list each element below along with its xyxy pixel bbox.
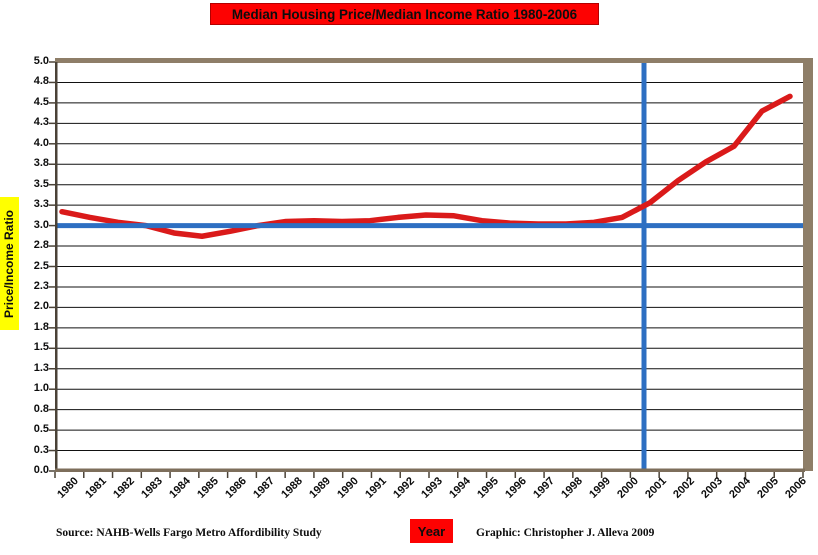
y-axis-title: Price/Income Ratio bbox=[0, 197, 19, 330]
chart-title-text: Median Housing Price/Median Income Ratio… bbox=[231, 6, 578, 22]
y-tick-label: 3.8 bbox=[33, 157, 49, 170]
y-tick-label: 4.0 bbox=[33, 136, 49, 149]
chart-plot-area bbox=[49, 58, 813, 478]
x-axis-title: Year bbox=[410, 519, 453, 543]
chart-title: Median Housing Price/Median Income Ratio… bbox=[210, 3, 599, 25]
y-tick-label: 2.3 bbox=[33, 279, 49, 292]
y-tick-label: 5.0 bbox=[33, 55, 49, 67]
y-tick-label: 4.3 bbox=[33, 116, 49, 129]
y-tick-label: 1.5 bbox=[33, 341, 49, 354]
y-tick-label: 0.8 bbox=[33, 402, 49, 415]
source-note: Source: NAHB-Wells Fargo Metro Affordibi… bbox=[56, 527, 322, 539]
y-tick-label: 3.0 bbox=[33, 218, 49, 231]
y-tick-label: 1.0 bbox=[33, 382, 49, 395]
y-tick-label: 3.3 bbox=[33, 198, 49, 211]
y-tick-label: 0.0 bbox=[33, 464, 49, 476]
plot-frame-right bbox=[803, 58, 813, 471]
x-axis-title-text: Year bbox=[417, 523, 446, 539]
x-axis-line bbox=[55, 468, 805, 472]
y-tick-label: 3.5 bbox=[33, 177, 49, 190]
plot-frame-top bbox=[55, 58, 813, 63]
data-line-price-income-ratio bbox=[59, 93, 793, 239]
y-tick-label: 2.5 bbox=[33, 259, 49, 272]
y-tick-label: 1.8 bbox=[33, 320, 49, 333]
y-tick-label: 4.5 bbox=[33, 95, 49, 108]
y-tick-label: 1.3 bbox=[33, 361, 49, 374]
y-axis-line bbox=[55, 62, 58, 471]
y-tick-label: 0.3 bbox=[33, 443, 49, 456]
y-tick-label: 2.0 bbox=[33, 300, 49, 313]
credit-note: Graphic: Christopher J. Alleva 2009 bbox=[476, 527, 655, 539]
y-tick-label: 2.8 bbox=[33, 239, 49, 252]
y-tick-label: 0.5 bbox=[33, 423, 49, 436]
y-tick-label: 4.8 bbox=[33, 75, 49, 88]
